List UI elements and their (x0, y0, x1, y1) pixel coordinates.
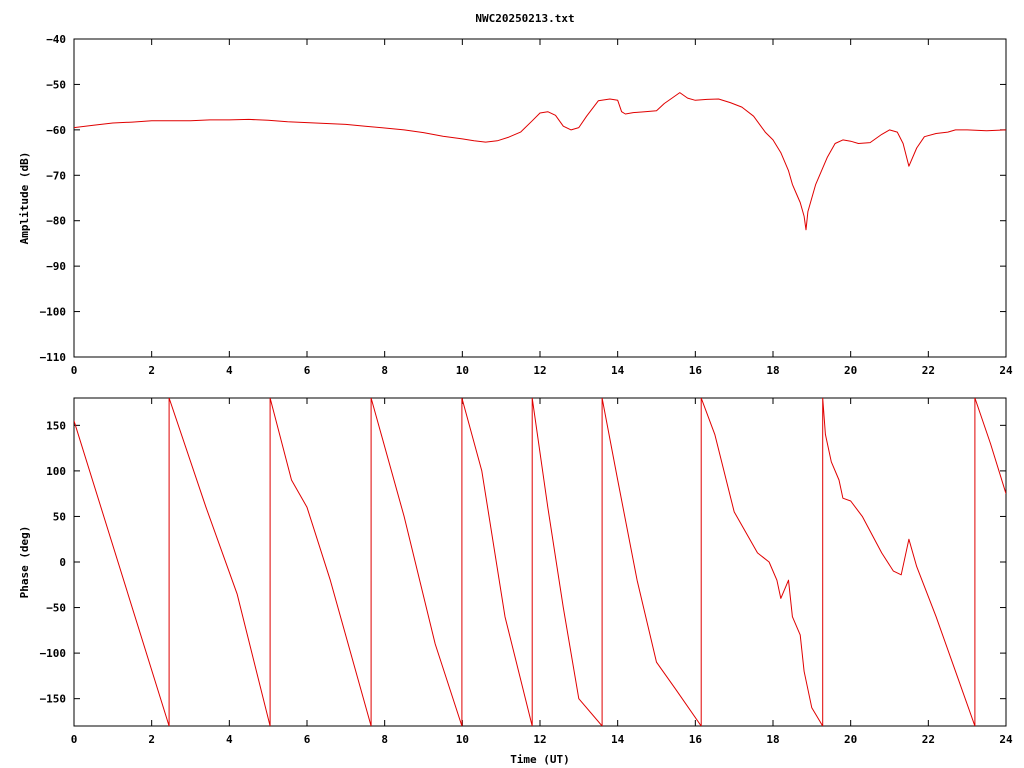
y-tick-label: −110 (40, 351, 67, 364)
y-tick-label: −80 (46, 215, 66, 228)
y-tick-label: 0 (59, 556, 66, 569)
data-trace (74, 92, 1006, 231)
x-tick-label: 18 (766, 733, 779, 746)
y-axis-label: Phase (deg) (18, 526, 31, 599)
x-tick-label: 0 (71, 733, 78, 746)
y-tick-label: −150 (40, 693, 67, 706)
x-tick-label: 6 (304, 733, 311, 746)
x-tick-label: 14 (611, 733, 625, 746)
x-tick-label: 10 (456, 364, 469, 377)
x-tick-label: 8 (381, 364, 388, 377)
x-tick-label: 18 (766, 364, 779, 377)
y-tick-label: −50 (46, 78, 66, 91)
x-tick-label: 22 (922, 364, 935, 377)
plot-frame (73, 397, 1007, 727)
x-tick-label: 2 (148, 364, 155, 377)
x-tick-label: 8 (381, 733, 388, 746)
y-tick-label: −90 (46, 260, 66, 273)
y-tick-label: 50 (53, 510, 66, 523)
x-tick-label: 16 (689, 733, 703, 746)
x-tick-label: 2 (148, 733, 155, 746)
data-trace (74, 398, 1006, 726)
x-tick-label: 4 (226, 733, 233, 746)
x-tick-label: 10 (456, 733, 469, 746)
y-tick-label: 150 (46, 419, 66, 432)
x-tick-label: 4 (226, 364, 233, 377)
x-tick-label: 20 (844, 364, 857, 377)
phase-panel: 0 2 4 6 8 10 12 14 16 18 20 22 24−150−100−5005010015… (18, 397, 1013, 766)
y-axis-label: Amplitude (dB) (18, 152, 31, 245)
x-tick-label: 12 (533, 364, 546, 377)
x-tick-label: 6 (304, 364, 311, 377)
y-tick-label: 100 (46, 465, 66, 478)
y-tick-label: −100 (40, 306, 67, 319)
x-tick-label: 0 (71, 364, 78, 377)
plot-frame (73, 38, 1007, 358)
y-tick-label: −100 (40, 647, 67, 660)
x-tick-label: 20 (844, 733, 857, 746)
x-tick-label: 24 (999, 364, 1013, 377)
y-tick-label: −60 (46, 124, 66, 137)
x-tick-label: 24 (999, 733, 1013, 746)
y-tick-label: −50 (46, 602, 66, 615)
x-tick-label: 22 (922, 733, 935, 746)
chart-title: NWC20250213.txt (475, 12, 574, 25)
y-tick-label: −40 (46, 33, 66, 46)
amplitude-panel: 0 2 4 6 8 10 12 14 16 18 20 22 24−110−100−90−80−70−6… (18, 33, 1013, 377)
x-tick-label: 16 (689, 364, 703, 377)
x-tick-label: 12 (533, 733, 546, 746)
x-axis-label: Time (UT) (510, 753, 570, 766)
x-tick-label: 14 (611, 364, 625, 377)
y-tick-label: −70 (46, 169, 66, 182)
